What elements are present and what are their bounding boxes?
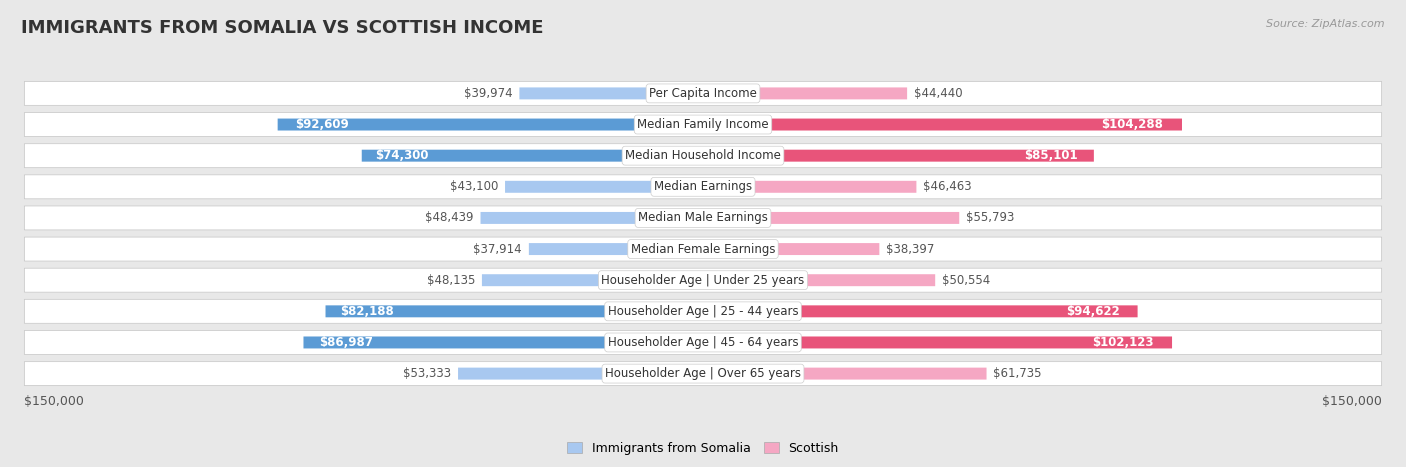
- Text: $92,609: $92,609: [295, 118, 349, 131]
- Text: $104,288: $104,288: [1101, 118, 1163, 131]
- FancyBboxPatch shape: [703, 87, 907, 99]
- FancyBboxPatch shape: [703, 337, 1173, 348]
- Text: Median Earnings: Median Earnings: [654, 180, 752, 193]
- FancyBboxPatch shape: [703, 150, 1094, 162]
- Text: $74,300: $74,300: [375, 149, 429, 162]
- FancyBboxPatch shape: [529, 243, 703, 255]
- Text: $61,735: $61,735: [994, 367, 1042, 380]
- Text: Householder Age | 25 - 44 years: Householder Age | 25 - 44 years: [607, 305, 799, 318]
- Text: Median Female Earnings: Median Female Earnings: [631, 242, 775, 255]
- Text: $102,123: $102,123: [1092, 336, 1153, 349]
- FancyBboxPatch shape: [24, 144, 1382, 168]
- FancyBboxPatch shape: [24, 206, 1382, 230]
- Text: $85,101: $85,101: [1025, 149, 1078, 162]
- FancyBboxPatch shape: [458, 368, 703, 380]
- FancyBboxPatch shape: [703, 368, 987, 380]
- Text: $37,914: $37,914: [474, 242, 522, 255]
- FancyBboxPatch shape: [24, 81, 1382, 106]
- FancyBboxPatch shape: [24, 268, 1382, 292]
- Text: Per Capita Income: Per Capita Income: [650, 87, 756, 100]
- Text: IMMIGRANTS FROM SOMALIA VS SCOTTISH INCOME: IMMIGRANTS FROM SOMALIA VS SCOTTISH INCO…: [21, 19, 544, 37]
- Text: $46,463: $46,463: [924, 180, 972, 193]
- Text: $150,000: $150,000: [1322, 395, 1382, 408]
- FancyBboxPatch shape: [703, 274, 935, 286]
- Text: Householder Age | Under 25 years: Householder Age | Under 25 years: [602, 274, 804, 287]
- Text: $94,622: $94,622: [1067, 305, 1121, 318]
- Text: $50,554: $50,554: [942, 274, 990, 287]
- Text: Householder Age | Over 65 years: Householder Age | Over 65 years: [605, 367, 801, 380]
- Text: $48,439: $48,439: [425, 212, 474, 225]
- Text: $43,100: $43,100: [450, 180, 498, 193]
- FancyBboxPatch shape: [24, 361, 1382, 386]
- FancyBboxPatch shape: [24, 331, 1382, 354]
- Legend: Immigrants from Somalia, Scottish: Immigrants from Somalia, Scottish: [562, 437, 844, 460]
- FancyBboxPatch shape: [24, 299, 1382, 323]
- FancyBboxPatch shape: [277, 119, 703, 130]
- FancyBboxPatch shape: [326, 305, 703, 317]
- Text: $39,974: $39,974: [464, 87, 513, 100]
- FancyBboxPatch shape: [519, 87, 703, 99]
- FancyBboxPatch shape: [481, 212, 703, 224]
- Text: Source: ZipAtlas.com: Source: ZipAtlas.com: [1267, 19, 1385, 28]
- FancyBboxPatch shape: [482, 274, 703, 286]
- FancyBboxPatch shape: [703, 305, 1137, 317]
- FancyBboxPatch shape: [703, 243, 879, 255]
- FancyBboxPatch shape: [24, 113, 1382, 136]
- FancyBboxPatch shape: [361, 150, 703, 162]
- Text: $38,397: $38,397: [886, 242, 935, 255]
- Text: $86,987: $86,987: [319, 336, 374, 349]
- Text: $82,188: $82,188: [340, 305, 394, 318]
- FancyBboxPatch shape: [24, 175, 1382, 199]
- FancyBboxPatch shape: [703, 212, 959, 224]
- Text: Median Male Earnings: Median Male Earnings: [638, 212, 768, 225]
- FancyBboxPatch shape: [24, 237, 1382, 261]
- FancyBboxPatch shape: [703, 181, 917, 193]
- Text: Median Household Income: Median Household Income: [626, 149, 780, 162]
- Text: $55,793: $55,793: [966, 212, 1015, 225]
- FancyBboxPatch shape: [703, 119, 1182, 130]
- FancyBboxPatch shape: [505, 181, 703, 193]
- Text: $150,000: $150,000: [24, 395, 84, 408]
- FancyBboxPatch shape: [304, 337, 703, 348]
- Text: $44,440: $44,440: [914, 87, 963, 100]
- Text: $53,333: $53,333: [404, 367, 451, 380]
- Text: Householder Age | 45 - 64 years: Householder Age | 45 - 64 years: [607, 336, 799, 349]
- Text: Median Family Income: Median Family Income: [637, 118, 769, 131]
- Text: $48,135: $48,135: [426, 274, 475, 287]
